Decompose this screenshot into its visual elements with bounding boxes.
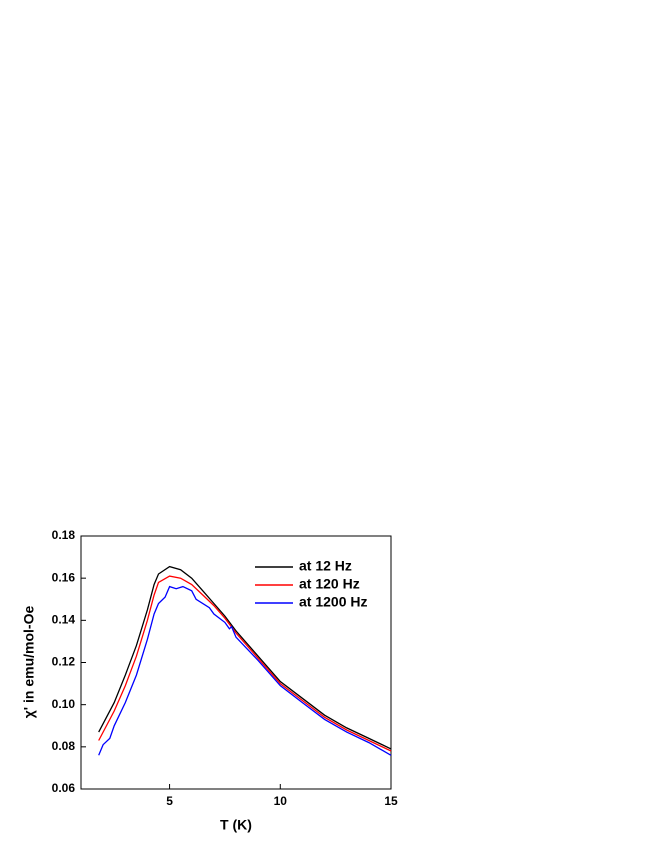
- legend-text: at 120 Hz: [299, 576, 360, 592]
- legend-text: at 12 Hz: [299, 558, 352, 574]
- y-tick-label: 0.10: [52, 697, 76, 711]
- line-series: [98, 565, 392, 750]
- x-tick-label: 5: [166, 794, 173, 808]
- y-tick-label: 0.16: [52, 570, 76, 584]
- y-tick-label: 0.12: [52, 655, 76, 669]
- legend-text: at 1200 Hz: [299, 594, 367, 610]
- x-tick-label: 10: [274, 794, 288, 808]
- y-tick-label: 0.18: [52, 528, 76, 542]
- x-axis-title: T (K): [220, 817, 252, 833]
- plot-frame: [80, 535, 392, 790]
- x-tick-label: 15: [384, 794, 398, 808]
- y-tick-label: 0.06: [52, 781, 76, 795]
- line-series: [98, 575, 392, 752]
- y-tick-label: 0.14: [52, 613, 76, 627]
- y-axis-title: χ' in emu/mol-Oe: [21, 606, 37, 719]
- line-series: [98, 585, 392, 756]
- y-tick-label: 0.08: [52, 739, 76, 753]
